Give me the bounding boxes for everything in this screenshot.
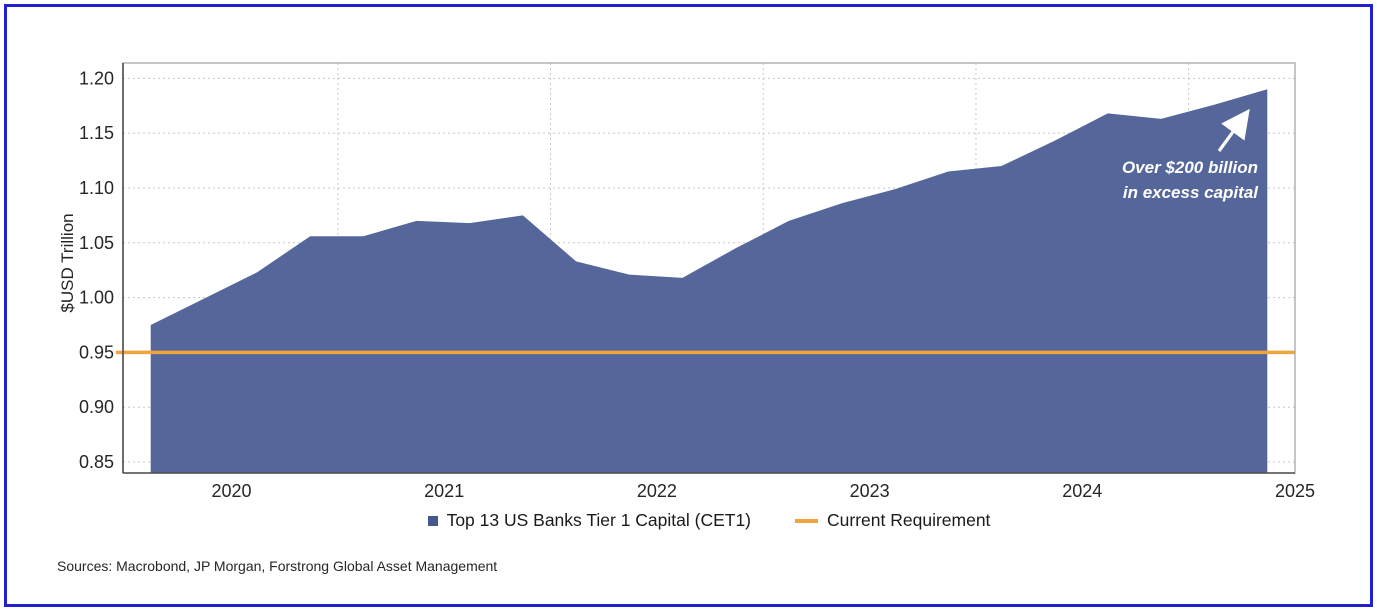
y-tick-label: 1.05 (79, 233, 114, 253)
sources-note: Sources: Macrobond, JP Morgan, Forstrong… (57, 558, 498, 574)
y-tick-label: 1.20 (79, 68, 114, 88)
chart-legend: Top 13 US Banks Tier 1 Capital (CET1) Cu… (123, 510, 1295, 531)
excess-capital-annotation-line2: in excess capital (1123, 183, 1259, 202)
x-tick-label: 2021 (424, 481, 464, 501)
x-tick-label: 2025 (1275, 481, 1315, 501)
x-axis-tick-labels: 2020 2021 2022 2023 2024 2025 (211, 481, 1315, 501)
legend-label-requirement: Current Requirement (827, 510, 991, 530)
excess-capital-annotation-line1: Over $200 billion (1122, 158, 1258, 177)
y-tick-label: 1.10 (79, 178, 114, 198)
legend-item-cet1: Top 13 US Banks Tier 1 Capital (CET1) (427, 510, 752, 531)
x-tick-label: 2020 (211, 481, 251, 501)
y-tick-label: 0.95 (79, 342, 114, 362)
y-tick-label: 1.15 (79, 123, 114, 143)
y-axis-tick-labels: 0.85 0.90 0.95 1.00 1.05 1.10 1.15 1.20 (79, 68, 114, 472)
requirement-line-swatch-icon (795, 518, 819, 523)
y-tick-label: 0.90 (79, 397, 114, 417)
y-tick-label: 0.85 (79, 452, 114, 472)
legend-label-cet1: Top 13 US Banks Tier 1 Capital (CET1) (446, 510, 752, 530)
y-tick-label: 1.00 (79, 288, 114, 308)
annotation-arrow-icon (1217, 108, 1250, 152)
y-axis-title: $USD Trillion (58, 213, 77, 312)
x-tick-label: 2023 (850, 481, 890, 501)
cet1-area-series (150, 89, 1268, 474)
cet1-series-swatch-icon (427, 515, 438, 526)
legend-item-requirement: Current Requirement (795, 510, 990, 531)
x-tick-label: 2024 (1062, 481, 1102, 501)
x-tick-label: 2022 (637, 481, 677, 501)
